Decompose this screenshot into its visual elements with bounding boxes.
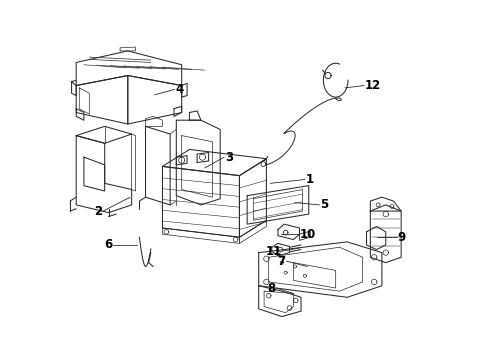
Text: 6: 6 [104, 238, 112, 251]
Text: 1: 1 [305, 173, 313, 186]
Text: 4: 4 [175, 83, 183, 96]
Text: 5: 5 [320, 198, 328, 211]
Text: 9: 9 [396, 231, 405, 244]
Text: 10: 10 [299, 228, 315, 240]
Text: 12: 12 [364, 79, 381, 92]
Text: 11: 11 [265, 244, 281, 258]
Text: 2: 2 [94, 204, 102, 217]
Text: 3: 3 [224, 150, 232, 164]
Text: 7: 7 [277, 255, 285, 267]
Text: 8: 8 [267, 282, 275, 294]
